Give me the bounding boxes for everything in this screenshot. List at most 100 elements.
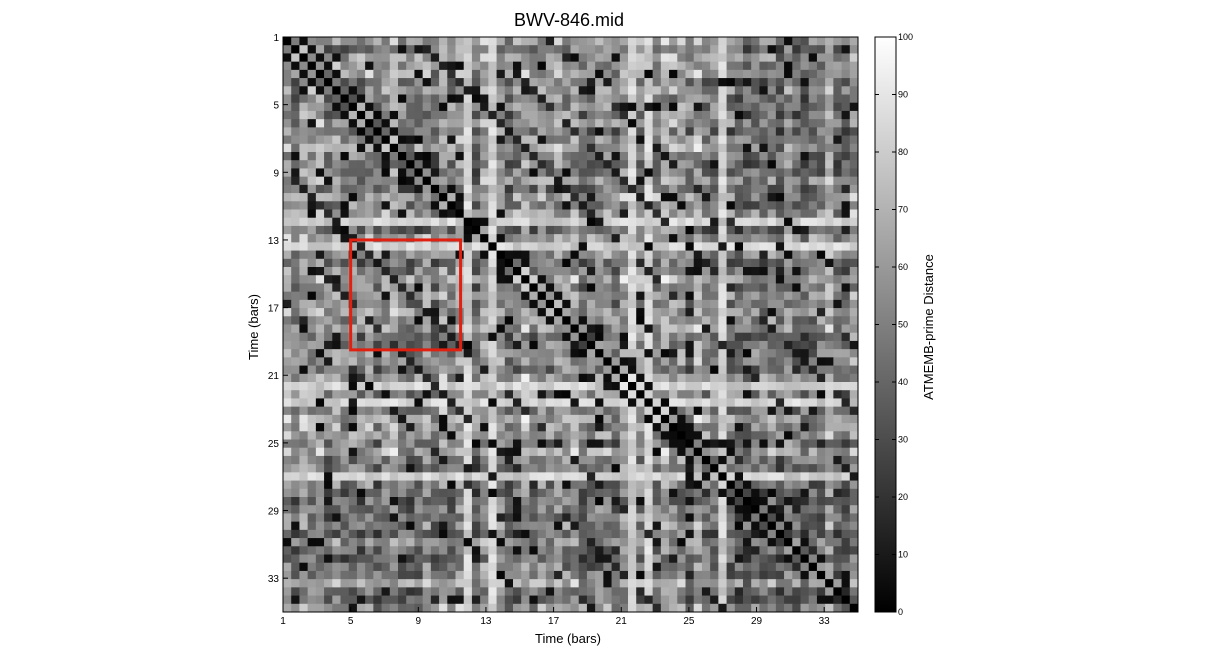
heatmap-cell: [792, 127, 801, 136]
heatmap-cell: [315, 299, 325, 309]
heatmap-cell: [554, 275, 563, 284]
heatmap-cell: [726, 562, 736, 572]
heatmap-cell: [439, 398, 448, 408]
heatmap-cell: [628, 168, 637, 178]
heatmap-cell: [784, 464, 793, 473]
heatmap-cell: [307, 61, 317, 71]
heatmap-cell: [340, 217, 350, 227]
heatmap-cell: [554, 250, 563, 260]
heatmap-cell: [586, 299, 596, 309]
heatmap-cell: [406, 53, 415, 63]
heatmap-cell: [537, 406, 547, 416]
heatmap-cell: [710, 217, 719, 227]
heatmap-cell: [414, 521, 424, 531]
heatmap-cell: [595, 250, 604, 260]
heatmap-cell: [447, 357, 456, 366]
heatmap-cell: [480, 480, 489, 490]
heatmap-cell: [660, 308, 670, 317]
heatmap-cell: [496, 275, 506, 284]
heatmap-cell: [660, 546, 670, 555]
heatmap-cell: [849, 143, 859, 153]
heatmap-cell: [784, 160, 793, 169]
heatmap-cell: [283, 488, 292, 498]
heatmap-cell: [365, 102, 374, 112]
heatmap-cell: [348, 398, 358, 408]
heatmap-cell: [595, 242, 604, 251]
heatmap-cell: [496, 464, 506, 473]
heatmap-cell: [775, 160, 785, 169]
heatmap-cell: [496, 497, 506, 506]
heatmap-cell: [463, 546, 473, 555]
heatmap-cell: [603, 406, 612, 416]
heatmap-cell: [365, 267, 374, 276]
heatmap-cell: [710, 455, 719, 465]
heatmap-cell: [611, 308, 621, 317]
heatmap-cell: [710, 152, 719, 161]
heatmap-cell: [660, 267, 670, 276]
heatmap-cell: [808, 316, 818, 325]
heatmap-cell: [332, 316, 341, 325]
heatmap-cell: [422, 258, 432, 268]
heatmap-cell: [644, 455, 654, 465]
heatmap-cell: [685, 86, 695, 95]
heatmap-cell: [315, 439, 325, 449]
heatmap-cell: [669, 267, 678, 276]
heatmap-cell: [660, 176, 670, 186]
heatmap-cell: [743, 308, 752, 317]
y-tick-label: 1: [273, 33, 279, 44]
heatmap-cell: [784, 546, 793, 555]
heatmap-cell: [660, 201, 670, 210]
heatmap-cell: [324, 267, 333, 276]
heatmap-cell: [825, 193, 834, 202]
heatmap-cell: [816, 324, 826, 334]
heatmap-cell: [669, 423, 678, 432]
heatmap-cell: [496, 365, 506, 375]
heatmap-cell: [677, 431, 686, 440]
heatmap-cell: [521, 505, 530, 514]
heatmap-cell: [652, 299, 662, 309]
heatmap-cell: [578, 439, 588, 449]
heatmap-cell: [365, 406, 374, 416]
heatmap-cell: [381, 119, 391, 128]
heatmap-cell: [463, 538, 473, 547]
heatmap-cell: [480, 53, 489, 63]
heatmap-cell: [529, 529, 539, 539]
heatmap-cell: [389, 357, 399, 366]
heatmap-cell: [636, 324, 645, 334]
heatmap-cell: [554, 143, 563, 153]
heatmap-cell: [636, 538, 645, 547]
heatmap-cell: [578, 365, 588, 375]
heatmap-cell: [677, 53, 686, 63]
heatmap-cell: [356, 53, 366, 63]
heatmap-cell: [800, 505, 810, 514]
heatmap-cell: [767, 431, 777, 440]
heatmap-cell: [595, 299, 604, 309]
heatmap-cell: [373, 69, 382, 79]
heatmap-cell: [816, 390, 826, 399]
heatmap-cell: [554, 595, 563, 605]
heatmap-cell: [422, 267, 432, 276]
heatmap-cell: [521, 275, 530, 284]
heatmap-cell: [439, 357, 448, 366]
heatmap-cell: [685, 37, 695, 46]
heatmap-cell: [726, 431, 736, 440]
heatmap-cell: [767, 579, 777, 588]
heatmap-cell: [447, 570, 456, 580]
heatmap-cell: [734, 119, 744, 128]
heatmap-cell: [422, 299, 432, 309]
heatmap-cell: [586, 579, 596, 588]
heatmap-cell: [496, 562, 506, 572]
heatmap-cell: [504, 472, 514, 481]
heatmap-cell: [743, 143, 752, 153]
heatmap-cell: [414, 86, 424, 95]
heatmap-cell: [554, 505, 563, 514]
heatmap-cell: [315, 308, 325, 317]
heatmap-cell: [545, 390, 555, 399]
heatmap-cell: [332, 168, 341, 178]
heatmap-cell: [406, 431, 415, 440]
heatmap-cell: [447, 332, 456, 342]
heatmap-cell: [389, 299, 399, 309]
heatmap-cell: [784, 447, 793, 457]
heatmap-cell: [315, 267, 325, 276]
heatmap-cell: [422, 316, 432, 325]
